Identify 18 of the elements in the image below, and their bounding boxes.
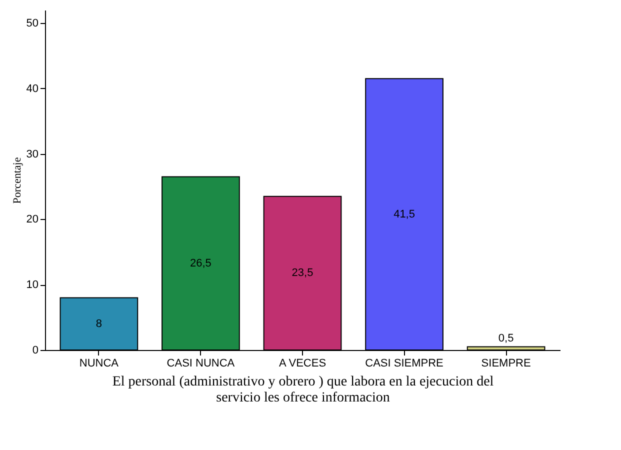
x-axis-title: El personal (administrativo y obrero ) que labora en la ejecucion del servicio les ofrece informacion	[112, 374, 494, 406]
x-tick-label: NUNCA	[79, 358, 120, 370]
y-tick-label: 10	[26, 279, 38, 292]
y-axis-title: Porcentaje	[11, 157, 24, 204]
y-tick-label: 50	[26, 18, 38, 30]
x-tick-label: A VECES	[278, 358, 326, 370]
data-label: 41,5	[394, 208, 415, 220]
x-tick-label: CASI NUNCA	[166, 358, 236, 370]
y-tick-label: 20	[26, 214, 38, 226]
x-tick-label: SIEMPRE	[481, 358, 531, 370]
y-tick-label: 0	[32, 344, 38, 356]
data-label: 23,5	[292, 267, 314, 280]
data-label: 8	[96, 318, 102, 330]
data-label: 0,5	[498, 332, 514, 345]
y-tick-label: 30	[26, 148, 38, 160]
y-tick-label: 40	[26, 82, 38, 95]
data-label: 26,5	[190, 257, 212, 270]
x-tick-label: CASI SIEMPRE	[365, 358, 444, 370]
